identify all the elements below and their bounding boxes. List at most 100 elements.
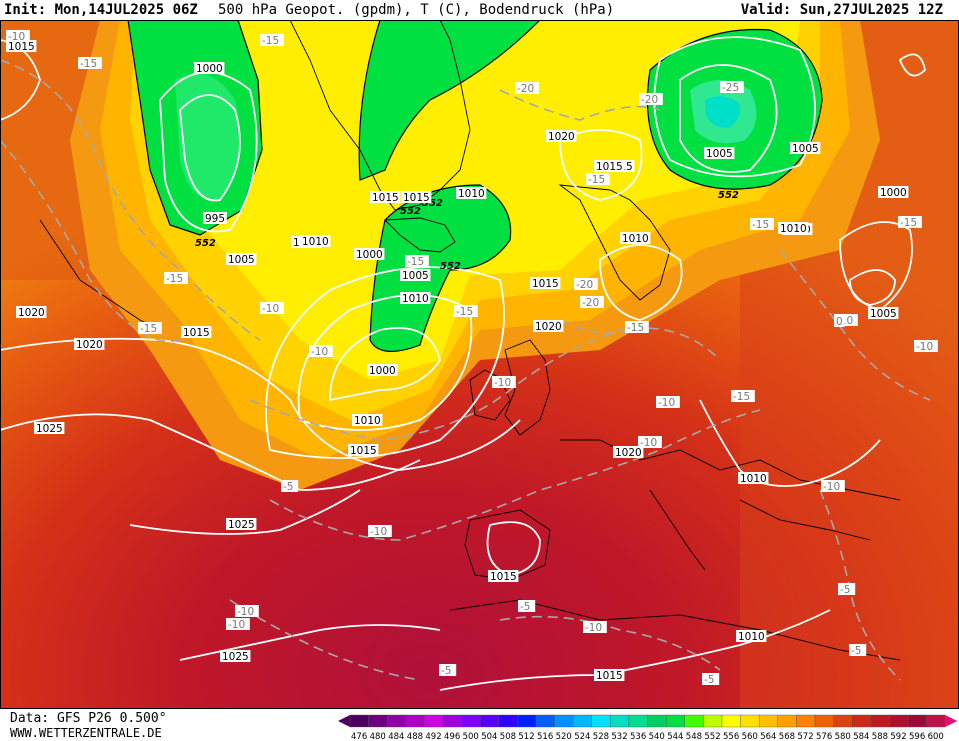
- temperature-label: -15: [454, 305, 478, 318]
- svg-text:-15: -15: [627, 322, 644, 334]
- black-sea-coast: [739, 499, 871, 541]
- temperature-label: -10: [235, 605, 259, 618]
- temperature-label: -5: [702, 673, 720, 686]
- geopot-label: 552: [718, 190, 739, 201]
- legend-swatch: [387, 714, 407, 728]
- pressure-label: 1015: [181, 326, 212, 339]
- svg-text:1010: 1010: [740, 473, 767, 485]
- isobar-1005-ne: [653, 36, 816, 178]
- chart-title: 500 hPa Geopot. (gpdm), T (C), Bodendruc…: [218, 2, 615, 18]
- svg-text:1020: 1020: [535, 321, 562, 333]
- svg-text:-10: -10: [823, 481, 840, 493]
- legend-swatch: [572, 714, 592, 728]
- isobar-1025a: [0, 413, 421, 491]
- legend-arrow-right: [945, 715, 958, 727]
- legend-swatch: [368, 714, 388, 728]
- pressure-label: 1015: [6, 40, 37, 53]
- svg-text:-20: -20: [641, 94, 658, 106]
- temperature-label: -20: [574, 278, 598, 291]
- geopot-label: 552: [400, 206, 421, 217]
- pressure-label: 1025: [220, 650, 251, 663]
- svg-text:1020: 1020: [18, 307, 45, 319]
- isobar-1010-east: [699, 399, 881, 487]
- legend-tick: 476: [351, 732, 367, 741]
- svg-text:-10: -10: [262, 303, 279, 315]
- legend-tick: 576: [816, 732, 832, 741]
- legend-tick: 580: [835, 732, 851, 741]
- svg-text:-5: -5: [704, 674, 714, 686]
- legend-tick: 496: [444, 732, 460, 741]
- legend-swatch: [442, 714, 462, 728]
- legend-swatch: [814, 714, 834, 728]
- svg-text:-25: -25: [722, 82, 739, 94]
- temperature-label: -15: [138, 322, 162, 335]
- svg-text:1015: 1015: [532, 278, 559, 290]
- isobar-1010-scand: [599, 244, 683, 321]
- svg-text:-5: -5: [283, 481, 293, 493]
- legend-swatch: [554, 714, 574, 728]
- svg-text:1000: 1000: [369, 365, 396, 377]
- svg-text:1000: 1000: [356, 249, 383, 261]
- pressure-label: 1000: [878, 186, 909, 199]
- temperature-label: -15: [625, 321, 649, 334]
- pressure-label: 1025: [226, 518, 257, 531]
- isobar-small-ne: [898, 53, 926, 77]
- legend-swatch: [833, 714, 853, 728]
- legend-tick: 600: [928, 732, 944, 741]
- isobar-1015-low: [265, 266, 505, 459]
- isobar-1015b: [439, 609, 831, 691]
- temperature-label: -10: [638, 436, 662, 449]
- svg-text:0: 0: [836, 316, 843, 328]
- legend-tick: 592: [890, 732, 906, 741]
- svg-text:-10: -10: [370, 526, 387, 538]
- svg-text:-5: -5: [520, 601, 530, 613]
- svg-text:-15: -15: [80, 58, 97, 70]
- svg-text:-15: -15: [166, 273, 183, 285]
- legend-tick: 532: [611, 732, 627, 741]
- legend-tick: 560: [742, 732, 758, 741]
- legend-swatch: [628, 714, 648, 728]
- pressure-label: 1020: [74, 338, 105, 351]
- iceland-coast: [383, 217, 456, 253]
- isobar-1020-north: [559, 129, 643, 201]
- isobars: [0, 36, 926, 691]
- temperature-label: -15: [898, 216, 922, 229]
- init-time: Init: Mon,14JUL2025 06Z: [4, 2, 198, 18]
- pressure-label: 1020: [613, 446, 644, 459]
- svg-text:1005: 1005: [228, 254, 255, 266]
- svg-text:-10: -10: [494, 377, 511, 389]
- temperature-label: -10: [309, 345, 333, 358]
- pressure-label: 1005: [226, 253, 257, 266]
- temperature-label: -10: [368, 525, 392, 538]
- geopot-labels: 552 552 552 552 552: [195, 190, 739, 272]
- svg-text:-15: -15: [752, 219, 769, 231]
- pressure-label: 1020: [533, 320, 564, 333]
- legend-tick: 520: [556, 732, 572, 741]
- legend-tick: 572: [797, 732, 813, 741]
- temperature-label: -15: [586, 173, 610, 186]
- temperature-label: -15: [260, 34, 284, 47]
- legend-swatch: [796, 714, 816, 728]
- isobar-1005-east: [839, 221, 913, 311]
- legend-arrow-left: [338, 715, 350, 727]
- low-west-core: [175, 73, 240, 201]
- temperature-label: -20: [515, 82, 539, 95]
- website: WWW.WETTERZENTRALE.DE: [10, 726, 162, 740]
- pressure-label: 1010: [620, 232, 651, 245]
- legend-swatch: [870, 714, 890, 728]
- svg-text:1015: 1015: [183, 327, 210, 339]
- pressure-label: 1000: [367, 364, 398, 377]
- svg-text:-5: -5: [851, 645, 861, 657]
- svg-text:-10: -10: [658, 397, 675, 409]
- legend-tick: 512: [518, 732, 534, 741]
- legend-swatch: [424, 714, 444, 728]
- isotherm-15c: [559, 319, 641, 335]
- svg-text:-15: -15: [262, 35, 279, 47]
- scandinavia-coast: [558, 184, 671, 301]
- legend-tick: 508: [500, 732, 516, 741]
- pressure-label: 1005: [868, 307, 899, 320]
- legend-swatch: [907, 714, 927, 728]
- greenland-coast: [289, 20, 471, 211]
- legend-swatch: [703, 714, 723, 728]
- isotherm-5a: [229, 599, 421, 681]
